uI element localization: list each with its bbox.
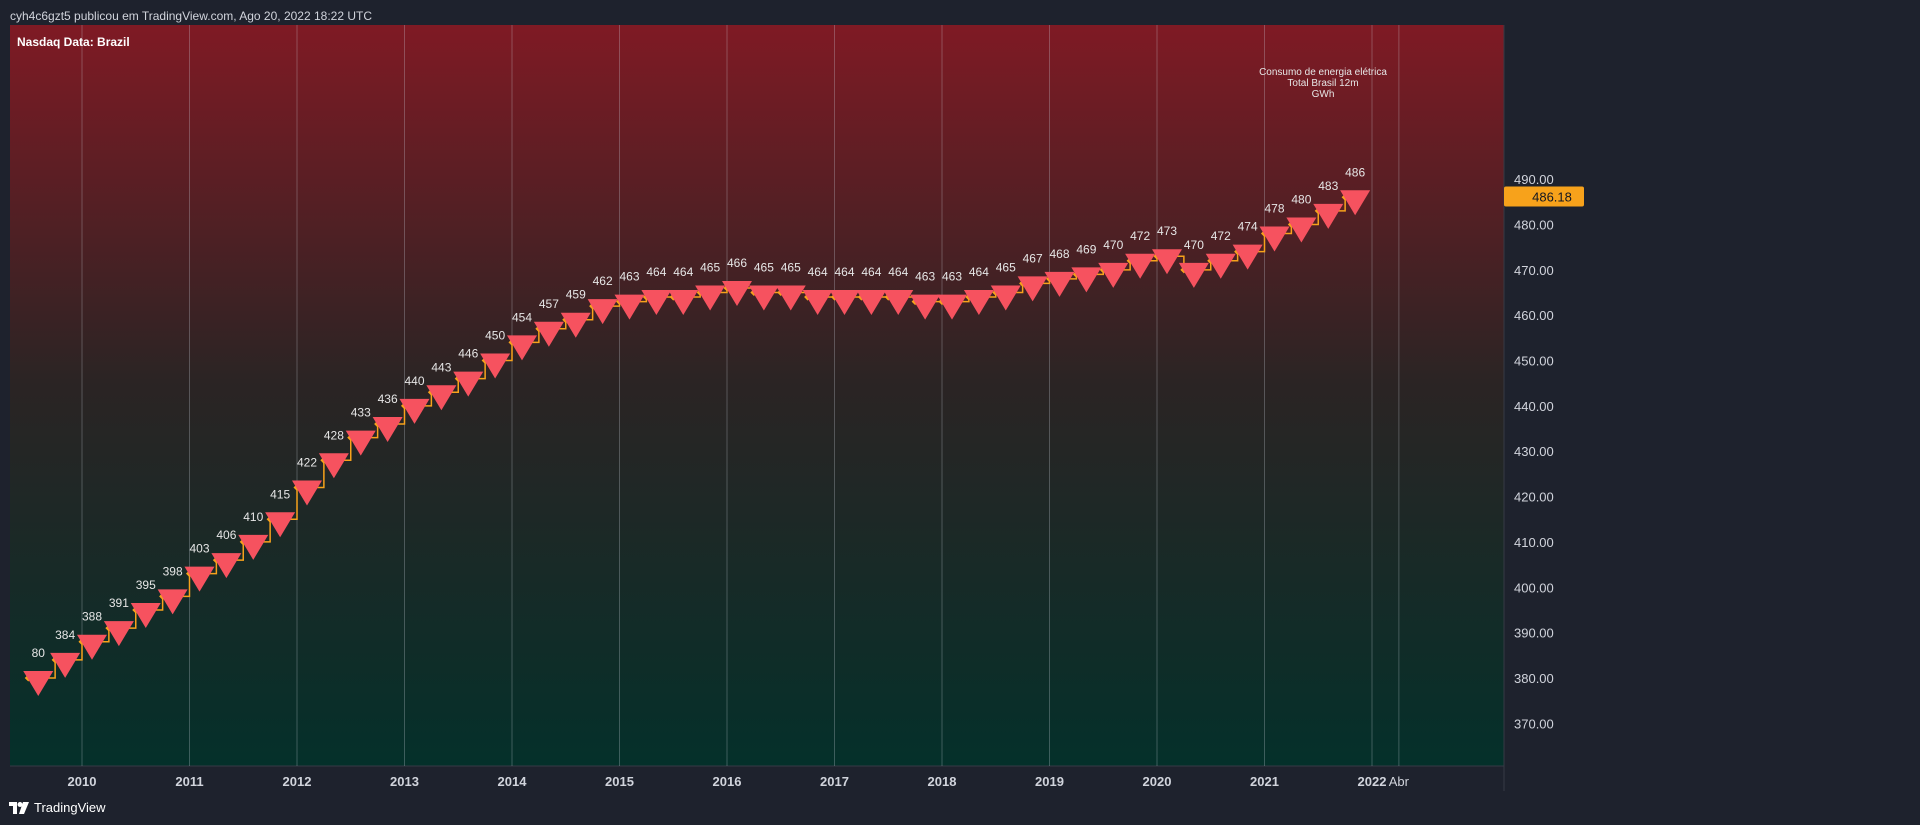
annotation-line-3: GWh xyxy=(1223,89,1423,100)
data-label: 80 xyxy=(32,646,46,660)
x-tick-label: 2011 xyxy=(175,774,203,789)
x-tick-label: 2021 xyxy=(1250,774,1279,789)
data-label: 472 xyxy=(1211,229,1231,243)
data-label: 464 xyxy=(646,265,666,279)
data-label: 478 xyxy=(1264,202,1284,216)
data-label: 457 xyxy=(539,297,559,311)
y-tick-label: 490.00 xyxy=(1514,172,1554,187)
data-label: 428 xyxy=(324,428,344,442)
y-tick-label: 470.00 xyxy=(1514,263,1554,278)
footer[interactable]: TradingView xyxy=(9,800,106,815)
data-label: 468 xyxy=(1049,247,1069,261)
x-tick-label: 2016 xyxy=(713,774,742,789)
y-tick-label: 390.00 xyxy=(1514,626,1554,641)
y-tick-label: 450.00 xyxy=(1514,354,1554,369)
y-tick-label: 380.00 xyxy=(1514,671,1554,686)
y-tick-label: 480.00 xyxy=(1514,217,1554,232)
y-tick-label: 430.00 xyxy=(1514,444,1554,459)
data-label: 463 xyxy=(942,270,962,284)
x-tick-label: 2018 xyxy=(928,774,957,789)
data-label: 459 xyxy=(566,288,586,302)
data-label: 410 xyxy=(243,510,263,524)
data-label: 433 xyxy=(351,406,371,420)
x-tick-label: 2015 xyxy=(605,774,634,789)
chart-area[interactable]: 80 384 388 391 395 398 403 406 410 415 422 428 433 43… xyxy=(10,25,1844,791)
data-label: 406 xyxy=(216,528,236,542)
data-label: 422 xyxy=(297,456,317,470)
data-label: 470 xyxy=(1103,238,1123,252)
data-label: 384 xyxy=(55,628,75,642)
data-label: 464 xyxy=(888,265,908,279)
x-tick-label: 2022 xyxy=(1358,774,1387,789)
y-tick-label: 370.00 xyxy=(1514,716,1554,731)
data-label: 464 xyxy=(969,265,989,279)
data-label: 465 xyxy=(781,261,801,275)
data-label: 436 xyxy=(378,392,398,406)
data-label: 472 xyxy=(1130,229,1150,243)
annotation-line-2: Total Brasil 12m xyxy=(1223,78,1423,89)
data-label: 470 xyxy=(1184,238,1204,252)
x-tick-label: Abr xyxy=(1389,774,1410,789)
data-label: 464 xyxy=(834,265,854,279)
x-tick-label: 2019 xyxy=(1035,774,1064,789)
y-tick-label: 400.00 xyxy=(1514,580,1554,595)
data-label: 464 xyxy=(673,265,693,279)
data-label: 395 xyxy=(136,578,156,592)
x-tick-label: 2020 xyxy=(1143,774,1172,789)
data-label: 450 xyxy=(485,329,505,343)
data-label: 465 xyxy=(754,261,774,275)
x-tick-label: 2013 xyxy=(390,774,419,789)
x-tick-label: 2014 xyxy=(498,774,528,789)
data-label: 465 xyxy=(996,261,1016,275)
data-label: 464 xyxy=(861,265,881,279)
data-label: 466 xyxy=(727,256,747,270)
last-price-label: 486.18 xyxy=(1532,189,1572,204)
data-label: 443 xyxy=(431,360,451,374)
data-label: 474 xyxy=(1238,220,1258,234)
tradingview-logo-icon xyxy=(9,802,29,814)
annotation-line-1: Consumo de energia elétrica xyxy=(1223,67,1423,78)
chart-annotation: Consumo de energia elétrica Total Brasil… xyxy=(1223,67,1423,100)
data-label: 463 xyxy=(619,270,639,284)
data-label: 440 xyxy=(404,374,424,388)
data-label: 469 xyxy=(1076,242,1096,256)
footer-brand[interactable]: TradingView xyxy=(34,800,106,815)
data-label: 462 xyxy=(593,274,613,288)
step-line-chart[interactable]: 80 384 388 391 395 398 403 406 410 415 422 428 433 43… xyxy=(10,25,1844,791)
data-label: 403 xyxy=(189,542,209,556)
data-label: 483 xyxy=(1318,179,1338,193)
data-label: 467 xyxy=(1023,251,1043,265)
data-label: 464 xyxy=(808,265,828,279)
data-label: 473 xyxy=(1157,224,1177,238)
data-label: 454 xyxy=(512,310,532,324)
y-tick-label: 440.00 xyxy=(1514,399,1554,414)
data-label: 388 xyxy=(82,610,102,624)
x-tick-label: 2017 xyxy=(820,774,849,789)
x-tick-label: 2012 xyxy=(283,774,312,789)
y-tick-label: 410.00 xyxy=(1514,535,1554,550)
publisher-header: cyh4c6gzt5 publicou em TradingView.com, … xyxy=(10,9,372,23)
data-label: 463 xyxy=(915,270,935,284)
symbol-label: Nasdaq Data: Brazil xyxy=(17,35,130,49)
data-label: 480 xyxy=(1291,192,1311,206)
x-tick-label: 2010 xyxy=(68,774,97,789)
data-label: 398 xyxy=(163,564,183,578)
data-label: 415 xyxy=(270,487,290,501)
data-label: 465 xyxy=(700,261,720,275)
data-label: 446 xyxy=(458,347,478,361)
y-tick-label: 420.00 xyxy=(1514,490,1554,505)
plot-gradient xyxy=(10,25,1504,766)
data-label: 391 xyxy=(109,596,129,610)
data-label: 486 xyxy=(1345,165,1365,179)
y-tick-label: 460.00 xyxy=(1514,308,1554,323)
